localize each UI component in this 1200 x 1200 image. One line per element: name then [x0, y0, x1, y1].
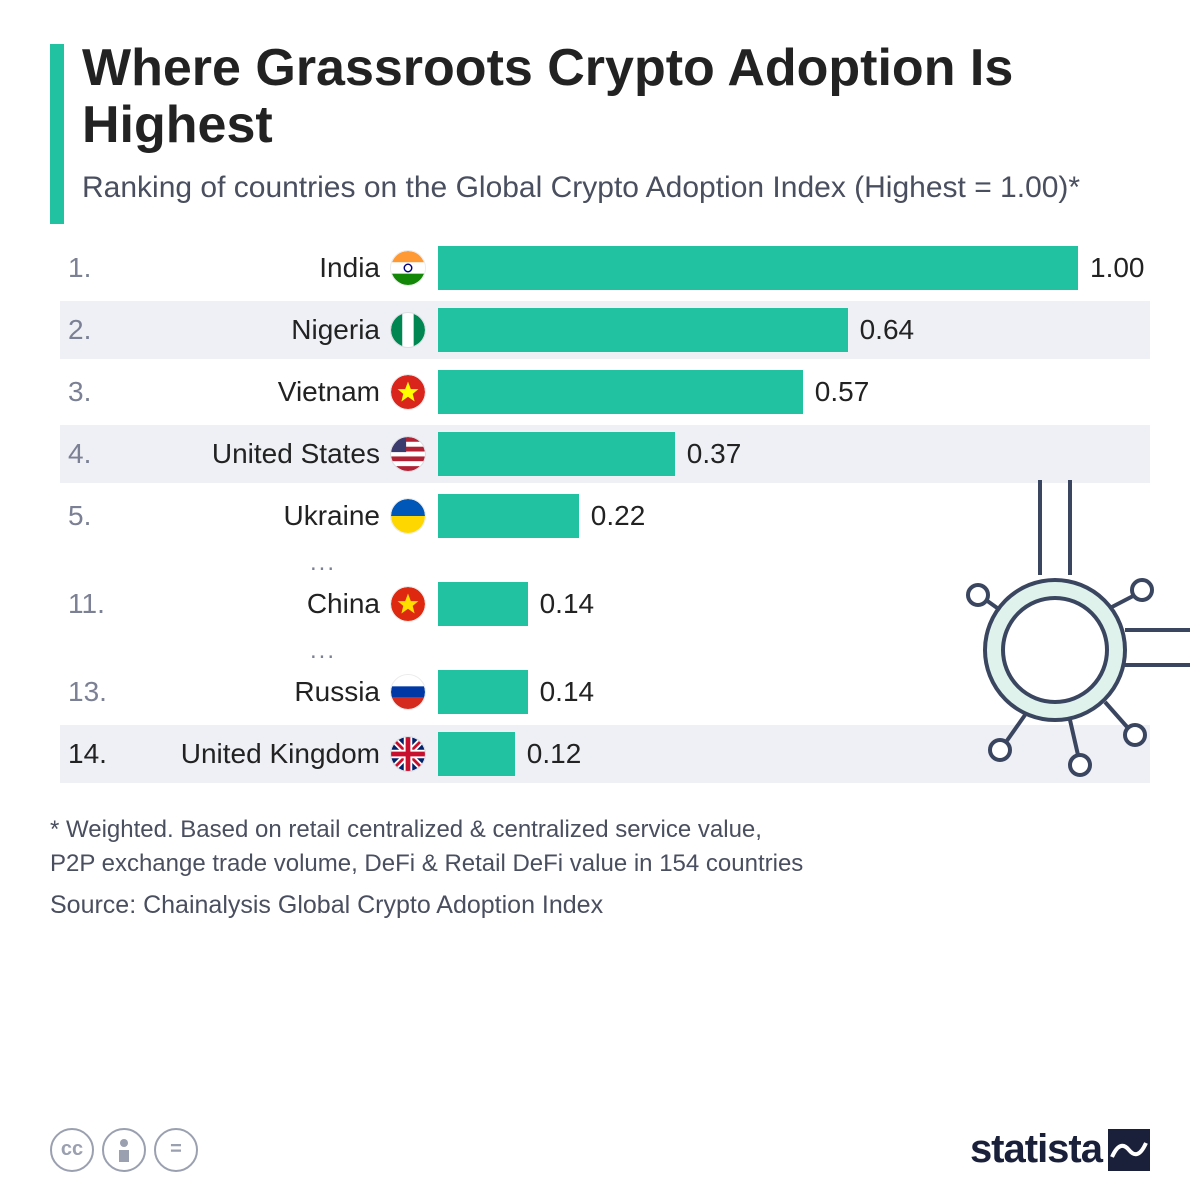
flag-ukraine-icon	[390, 498, 426, 534]
country-name: India	[130, 252, 390, 284]
bar-value: 0.22	[591, 500, 646, 532]
bar-value: 0.14	[540, 676, 595, 708]
country-name: Ukraine	[130, 500, 390, 532]
bar-chart: 1.India1.002.Nigeria0.643.Vietnam0.574.U…	[50, 239, 1150, 783]
chart-row: 5.Ukraine 0.22	[60, 487, 1150, 545]
cc-icon: cc	[50, 1128, 94, 1172]
chart-title: Where Grassroots Crypto Adoption Is High…	[82, 40, 1150, 154]
footer: cc = statista	[50, 1127, 1150, 1172]
chart-row: 3.Vietnam 0.57	[60, 363, 1150, 421]
header: Where Grassroots Crypto Adoption Is High…	[50, 40, 1150, 207]
logo-mark	[1108, 1129, 1150, 1171]
bar-zone: 0.57	[438, 363, 1150, 421]
country-name: China	[130, 588, 390, 620]
country-name: United Kingdom	[130, 738, 390, 770]
bar-zone: 0.12	[438, 725, 1150, 783]
chart-row: 11.China 0.14	[60, 575, 1150, 633]
bar-zone: 0.22	[438, 487, 1150, 545]
by-icon	[102, 1128, 146, 1172]
statista-logo: statista	[970, 1127, 1150, 1172]
bar-value: 0.12	[527, 738, 582, 770]
rank-number: 14.	[60, 738, 130, 770]
chart-subtitle: Ranking of countries on the Global Crypt…	[82, 168, 1150, 207]
bar-value: 0.57	[815, 376, 870, 408]
license-icons: cc =	[50, 1128, 198, 1172]
bar-value: 1.00	[1090, 252, 1145, 284]
chart-row: 1.India 1.00	[60, 239, 1150, 297]
bar-value: 0.14	[540, 588, 595, 620]
accent-bar	[50, 44, 64, 224]
bar-zone: 0.14	[438, 663, 1150, 721]
source-line: Source: Chainalysis Global Crypto Adopti…	[50, 891, 1150, 920]
rank-number: 13.	[60, 676, 130, 708]
bar-value: 0.64	[860, 314, 915, 346]
flag-china-icon	[390, 586, 426, 622]
bar	[438, 494, 579, 538]
country-name: Vietnam	[130, 376, 390, 408]
bar-zone: 0.64	[438, 301, 1150, 359]
chart-row: 2.Nigeria 0.64	[60, 301, 1150, 359]
bar-zone: 1.00	[438, 239, 1150, 297]
rank-number: 3.	[60, 376, 130, 408]
bar	[438, 582, 528, 626]
ellipsis: ...	[60, 549, 1150, 573]
bar-value: 0.37	[687, 438, 742, 470]
flag-russia-icon	[390, 674, 426, 710]
nd-icon: =	[154, 1128, 198, 1172]
bar-zone: 0.14	[438, 575, 1150, 633]
country-name: Nigeria	[130, 314, 390, 346]
country-name: Russia	[130, 676, 390, 708]
footnote: * Weighted. Based on retail centralized …	[50, 813, 1150, 880]
flag-usa-icon	[390, 436, 426, 472]
chart-row: 4.United States 0.37	[60, 425, 1150, 483]
bar	[438, 370, 803, 414]
bar	[438, 246, 1078, 290]
bar	[438, 732, 515, 776]
chart-row: 13.Russia 0.14	[60, 663, 1150, 721]
flag-india-icon	[390, 250, 426, 286]
rank-number: 2.	[60, 314, 130, 346]
flag-vietnam-icon	[390, 374, 426, 410]
rank-number: 1.	[60, 252, 130, 284]
country-name: United States	[130, 438, 390, 470]
logo-text: statista	[970, 1127, 1102, 1172]
flag-nigeria-icon	[390, 312, 426, 348]
rank-number: 4.	[60, 438, 130, 470]
rank-number: 5.	[60, 500, 130, 532]
chart-row: 14.United Kingdom 0.12	[60, 725, 1150, 783]
flag-uk-icon	[390, 736, 426, 772]
rank-number: 11.	[60, 588, 130, 620]
bar-zone: 0.37	[438, 425, 1150, 483]
ellipsis: ...	[60, 637, 1150, 661]
bar	[438, 670, 528, 714]
bar	[438, 432, 675, 476]
bar	[438, 308, 848, 352]
